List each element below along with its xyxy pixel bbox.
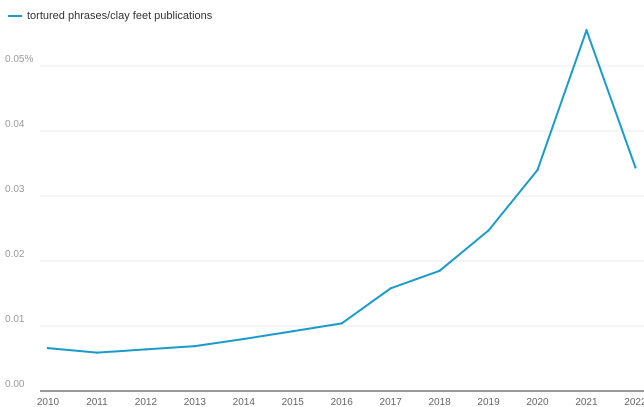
data-point xyxy=(95,351,99,354)
x-tick-label: 2013 xyxy=(184,397,207,407)
legend: tortured phrases/clay feet publications xyxy=(8,10,212,22)
legend-swatch xyxy=(8,15,22,17)
data-point xyxy=(585,29,588,32)
data-point xyxy=(291,330,294,333)
data-point xyxy=(144,348,148,351)
y-tick-label: 0.01 xyxy=(5,314,25,325)
data-point xyxy=(46,346,50,350)
x-tick-label: 2014 xyxy=(233,397,256,407)
legend-label: tortured phrases/clay feet publications xyxy=(27,10,213,22)
x-tick-label: 2018 xyxy=(428,397,451,407)
data-point xyxy=(536,168,539,172)
data-point xyxy=(340,322,343,325)
y-tick-label: 0.04 xyxy=(5,119,25,130)
x-tick-label: 2016 xyxy=(331,397,354,407)
x-tick-label: 2021 xyxy=(575,397,598,407)
x-tick-label: 2019 xyxy=(477,397,500,407)
data-point xyxy=(193,344,197,348)
data-point xyxy=(438,269,441,272)
data-point xyxy=(487,229,490,232)
x-tick-label: 2022 xyxy=(624,397,644,407)
y-tick-label: 0.00 xyxy=(5,379,25,390)
y-tick-label: 0.02 xyxy=(5,249,25,260)
x-tick-label: 2011 xyxy=(86,397,108,407)
data-point xyxy=(242,337,245,341)
y-tick-label: 0.05% xyxy=(5,54,33,65)
x-tick-label: 2020 xyxy=(526,397,549,407)
data-point xyxy=(389,287,392,290)
series-line xyxy=(47,29,637,354)
x-tick-label: 2015 xyxy=(282,397,305,407)
data-point xyxy=(634,166,637,169)
x-tick-label: 2010 xyxy=(37,397,60,407)
y-tick-label: 0.03 xyxy=(5,184,25,195)
x-tick-label: 2017 xyxy=(380,397,403,407)
x-tick-label: 2012 xyxy=(135,397,158,407)
